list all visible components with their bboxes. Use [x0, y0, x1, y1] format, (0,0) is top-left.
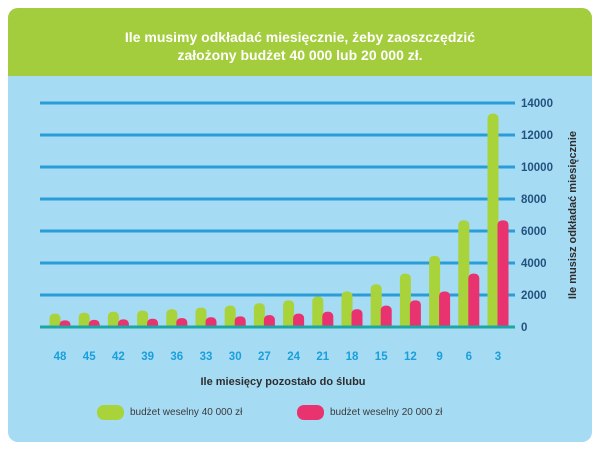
y-tick-label: 12000	[521, 130, 553, 142]
x-tick-label: 15	[375, 351, 388, 363]
x-tick-label: 21	[316, 351, 329, 363]
header-banner: Ile musimy odkładać miesięcznie, żeby za…	[8, 8, 592, 76]
bar-series-1-27	[253, 303, 265, 327]
bar-series-1-33	[195, 307, 207, 327]
bars	[49, 113, 509, 327]
bar-series-2-3	[497, 220, 509, 327]
x-tick-label: 39	[141, 351, 154, 363]
legend-swatch-series-1	[97, 404, 124, 420]
y-tick-label: 14000	[521, 98, 553, 110]
legend-item-series-1: budżet weselny 40 000 zł	[97, 404, 242, 420]
bar-series-1-3	[487, 113, 499, 327]
bar-series-2-15	[380, 305, 392, 327]
bar-series-2-9	[439, 291, 451, 327]
x-tick-label: 6	[466, 351, 472, 363]
legend-swatch-series-2	[297, 404, 324, 420]
legend-label-series-2: budżet weselny 20 000 zł	[330, 406, 443, 418]
x-tick-label: 24	[287, 351, 300, 363]
x-tick-label: 3	[495, 351, 501, 363]
series-1-bars	[49, 113, 499, 327]
x-tick-label: 42	[112, 351, 125, 363]
bar-series-1-36	[166, 309, 178, 327]
bar-series-2-48	[59, 320, 71, 327]
y-tick-label: 2000	[521, 290, 547, 302]
bar-series-2-45	[88, 319, 100, 327]
x-tick-label: 9	[436, 351, 442, 363]
bar-series-1-42	[107, 311, 119, 327]
legend-item-series-2: budżet weselny 20 000 zł	[297, 404, 442, 420]
y-tick-label: 8000	[521, 194, 547, 206]
bar-series-2-21	[322, 311, 334, 327]
y-tick-label: 4000	[521, 258, 547, 270]
bar-series-2-27	[263, 315, 275, 327]
x-tick-label: 18	[346, 351, 359, 363]
y-tick-label: 0	[521, 322, 527, 334]
y-tick-label: 10000	[521, 162, 553, 174]
bar-series-2-39	[147, 318, 159, 327]
x-tick-label: 27	[258, 351, 271, 363]
y-axis-title: Ile musisz odkładać miesięcznie	[567, 131, 579, 299]
legend-label-series-1: budżet weselny 40 000 zł	[130, 406, 243, 418]
bar-series-1-30	[224, 305, 236, 327]
bar-series-1-15	[370, 284, 382, 327]
x-axis-title: Ile miesięcy pozostało do ślubu	[200, 376, 365, 388]
y-axis-ticks: 0 2000 4000 6000 8000 10000 12000 14000	[521, 98, 553, 334]
bar-series-2-12	[409, 300, 421, 327]
x-tick-label: 36	[170, 351, 183, 363]
x-tick-label: 33	[200, 351, 213, 363]
bar-series-1-18	[341, 291, 353, 327]
x-tick-label: 12	[404, 351, 417, 363]
bar-series-1-48	[49, 313, 61, 327]
bar-series-2-18	[351, 309, 363, 327]
chart-title: Ile musimy odkładać miesięcznie, żeby za…	[124, 29, 476, 63]
bar-series-1-39	[137, 310, 149, 327]
gridlines	[40, 101, 515, 297]
bar-series-1-12	[399, 273, 411, 327]
bar-series-2-36	[176, 318, 188, 327]
y-tick-label: 6000	[521, 226, 547, 238]
bar-series-2-24	[293, 313, 305, 327]
x-tick-label: 30	[229, 351, 242, 363]
bar-series-1-45	[78, 312, 90, 327]
bar-series-2-30	[234, 316, 246, 327]
x-tick-label: 45	[83, 351, 96, 363]
bar-series-2-33	[205, 317, 217, 327]
x-tick-label: 48	[54, 351, 67, 363]
bar-series-1-6	[458, 220, 470, 327]
bar-series-1-24	[283, 300, 295, 327]
bar-series-1-21	[312, 296, 324, 327]
x-axis-ticks: 48 45 42 39 36 33 30 27 24 21 18 15 12 9 6 3	[54, 351, 502, 363]
series-2-bars	[59, 220, 509, 327]
bar-series-2-42	[117, 319, 129, 327]
bar-series-1-9	[429, 255, 441, 327]
bar-series-2-6	[468, 273, 480, 327]
